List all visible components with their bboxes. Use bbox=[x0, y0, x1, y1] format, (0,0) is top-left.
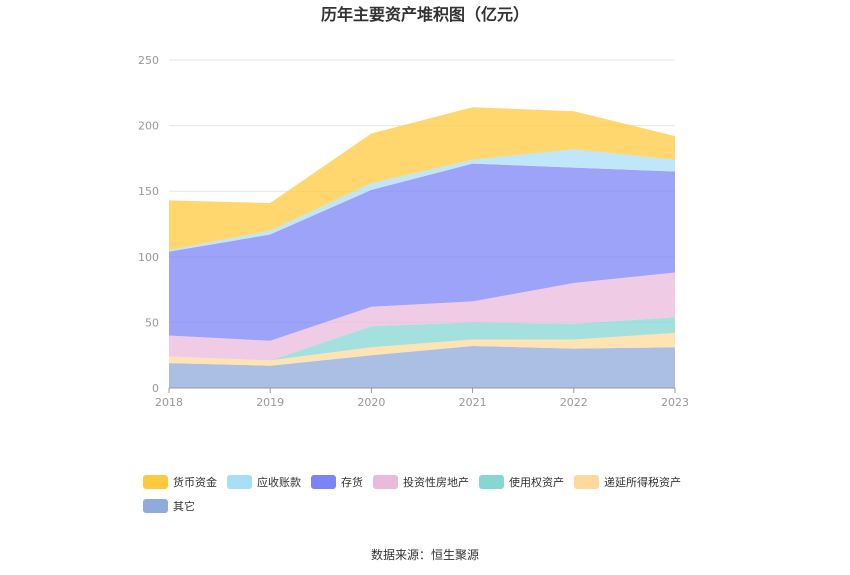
y-tick-label: 150 bbox=[138, 185, 159, 198]
legend-label: 其它 bbox=[173, 499, 195, 513]
y-tick-label: 250 bbox=[138, 54, 159, 67]
legend-item[interactable]: 存货 bbox=[311, 475, 363, 489]
axes: 0 50 100 150 200 250 2018 2019 2020 2021 2022 2023 bbox=[138, 54, 689, 409]
legend-label: 存货 bbox=[341, 475, 363, 489]
area-series bbox=[169, 346, 675, 388]
area-series bbox=[169, 149, 675, 252]
legend-item[interactable]: 货币资金 bbox=[143, 475, 217, 489]
x-tick-label: 2021 bbox=[459, 396, 487, 409]
legend-swatch bbox=[143, 475, 168, 489]
legend-swatch bbox=[227, 475, 252, 489]
legend-swatch bbox=[143, 499, 168, 513]
legend-item[interactable]: 递延所得税资产 bbox=[574, 475, 681, 489]
legend-item[interactable]: 其它 bbox=[143, 499, 195, 513]
x-tick-label: 2019 bbox=[256, 396, 284, 409]
legend-label: 使用权资产 bbox=[509, 475, 564, 489]
chart-title: 历年主要资产堆积图（亿元） bbox=[321, 5, 529, 24]
area-series bbox=[169, 107, 675, 388]
legend-label: 应收账款 bbox=[257, 475, 301, 489]
x-tick-label: 2022 bbox=[560, 396, 588, 409]
legend-item[interactable]: 投资性房地产 bbox=[373, 475, 469, 489]
legend-label: 货币资金 bbox=[173, 475, 217, 489]
area-series bbox=[169, 163, 675, 341]
y-tick-label: 0 bbox=[152, 382, 159, 395]
legend-swatch bbox=[479, 475, 504, 489]
legend-swatch bbox=[311, 475, 336, 489]
x-tick-label: 2018 bbox=[155, 396, 183, 409]
y-tick-label: 50 bbox=[145, 316, 159, 329]
area-series bbox=[169, 107, 675, 251]
area-series bbox=[169, 317, 675, 361]
source-note: 数据来源：恒生聚源 bbox=[371, 547, 479, 562]
y-tick-label: 200 bbox=[138, 120, 159, 133]
legend-swatch bbox=[574, 475, 599, 489]
area-series bbox=[169, 272, 675, 361]
legend-item[interactable]: 应收账款 bbox=[227, 475, 301, 489]
legend-item[interactable]: 使用权资产 bbox=[479, 475, 564, 489]
x-tick-label: 2023 bbox=[661, 396, 689, 409]
legend-label: 投资性房地产 bbox=[403, 475, 469, 489]
legend-label: 递延所得税资产 bbox=[604, 475, 681, 489]
y-tick-label: 100 bbox=[138, 251, 159, 264]
x-tick-label: 2020 bbox=[357, 396, 385, 409]
area-series bbox=[169, 332, 675, 366]
legend-swatch bbox=[373, 475, 398, 489]
